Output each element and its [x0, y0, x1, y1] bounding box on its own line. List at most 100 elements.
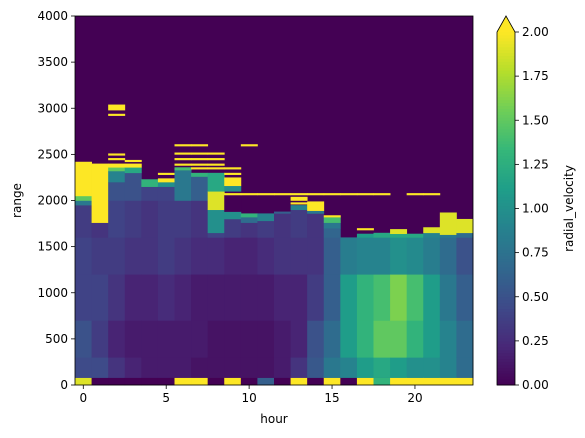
colorbar-segment: [497, 140, 515, 145]
heatmap-cell: [207, 158, 225, 161]
heatmap-cell: [108, 153, 126, 156]
colorbar-segment: [497, 287, 515, 292]
heatmap-cell: [91, 163, 109, 223]
heatmap-cell: [356, 233, 374, 238]
heatmap-cell: [390, 229, 408, 235]
heatmap-cell: [224, 193, 242, 196]
heatmap-cell: [91, 274, 109, 321]
colorbar-segment: [497, 176, 515, 180]
heatmap-cell: [108, 357, 126, 378]
heatmap-cell: [174, 200, 192, 238]
colorbar-segment: [497, 46, 515, 51]
heatmap-cell: [91, 320, 109, 358]
heatmap-cell: [423, 357, 441, 378]
colorbar-tick-label: 0.75: [522, 246, 549, 260]
heatmap-cell: [191, 377, 209, 386]
colorbar-tick-label: 0.25: [522, 334, 549, 348]
colorbar-segment: [497, 364, 515, 368]
heatmap-cell: [108, 167, 126, 172]
heatmap-cell: [174, 377, 192, 386]
heatmap-cell: [307, 357, 325, 378]
heatmap-cell: [108, 237, 126, 275]
heatmap-cell: [423, 232, 441, 238]
heatmap-cell: [191, 167, 209, 170]
heatmap-cell: [141, 179, 159, 187]
heatmap-cell: [157, 320, 175, 358]
heatmap-cell: [274, 357, 291, 378]
colorbar-segment: [497, 282, 515, 286]
colorbar-segment: [497, 120, 515, 124]
heatmap-cell: [108, 163, 126, 168]
heatmap-cell: [174, 320, 192, 358]
colorbar-segment: [497, 358, 515, 362]
heatmap-cell: [340, 357, 358, 378]
colorbar-segment: [497, 137, 515, 142]
colorbar-segment: [497, 320, 515, 324]
colorbar-segment: [497, 349, 515, 354]
heatmap-cell: [75, 200, 92, 206]
heatmap-cell: [439, 377, 457, 386]
colorbar-segment: [497, 234, 515, 239]
heatmap-plot-area: [75, 16, 474, 386]
heatmap-cell: [323, 237, 341, 275]
heatmap-cell: [224, 172, 242, 175]
heatmap-cell: [240, 193, 258, 196]
heatmap-cell: [224, 185, 242, 192]
heatmap-cell: [290, 357, 308, 378]
heatmap-cell: [390, 274, 408, 321]
heatmap-cell: [307, 320, 325, 358]
colorbar-segment: [497, 326, 515, 330]
heatmap-cell: [157, 377, 175, 386]
heatmap-cell: [406, 193, 424, 196]
heatmap-cell: [91, 222, 109, 238]
heatmap-cell: [340, 237, 358, 275]
heatmap-cell: [323, 228, 341, 238]
colorbar-tick-label: 1.25: [522, 157, 549, 171]
colorbar-segment: [497, 143, 515, 148]
colorbar-segment: [497, 323, 515, 327]
heatmap-cell: [274, 377, 291, 386]
heatmap-cell: [307, 213, 325, 238]
colorbar-segment: [497, 90, 515, 95]
heatmap-cell: [423, 274, 441, 321]
colorbar-segment: [497, 284, 515, 289]
heatmap-cell: [91, 237, 109, 275]
heatmap-cell: [439, 357, 457, 378]
heatmap-cell: [141, 274, 159, 321]
heatmap-cell: [307, 274, 325, 321]
heatmap-cell: [423, 377, 441, 386]
colorbar-segment: [497, 117, 515, 121]
colorbar-segment: [497, 199, 515, 204]
colorbar-segment: [497, 332, 515, 336]
heatmap-cell: [356, 377, 374, 386]
heatmap-cell: [257, 377, 275, 386]
colorbar-segment: [497, 73, 515, 77]
x-axis-label: hour: [260, 412, 288, 426]
colorbar-segment: [497, 252, 515, 257]
colorbar-segment: [497, 152, 515, 157]
heatmap-cell: [373, 237, 391, 275]
colorbar-segment: [497, 229, 515, 233]
x-tick-label: 5: [162, 391, 170, 405]
heatmap-cell: [456, 320, 474, 358]
heatmap-cell: [307, 210, 325, 214]
heatmap-cell: [240, 320, 258, 358]
heatmap-cell: [373, 320, 391, 358]
heatmap-cell: [240, 274, 258, 321]
colorbar-segment: [497, 108, 515, 112]
heatmap-cell: [75, 161, 92, 166]
heatmap-cell: [207, 152, 225, 155]
heatmap-cell: [108, 200, 126, 238]
heatmap-cell: [373, 193, 391, 196]
colorbar-segment: [497, 84, 515, 89]
colorbar-segment: [497, 308, 515, 312]
heatmap-cell: [423, 227, 441, 234]
heatmap-cell: [124, 377, 142, 386]
heatmap-cell: [174, 158, 192, 161]
heatmap-cell: [257, 237, 275, 275]
heatmap-cell: [423, 193, 441, 196]
heatmap-cell: [439, 320, 457, 358]
colorbar-segment: [497, 355, 515, 360]
heatmap-cell: [191, 200, 209, 238]
heatmap-cell: [174, 144, 192, 147]
